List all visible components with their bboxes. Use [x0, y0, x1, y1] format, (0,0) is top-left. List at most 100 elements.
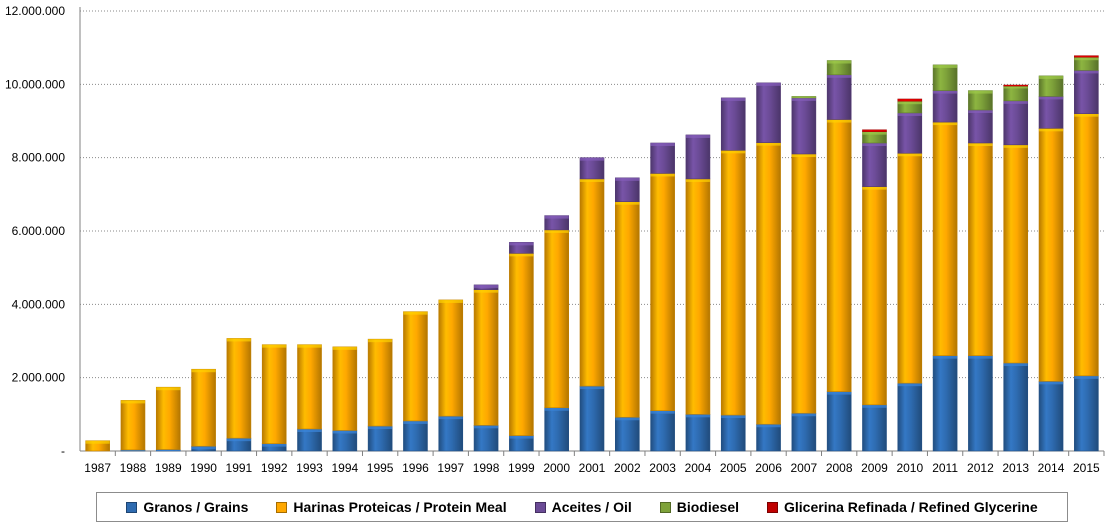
bar-highlight-2009	[862, 143, 887, 146]
bar-highlight-2011	[933, 64, 958, 68]
bar-granos-grains-1996	[403, 420, 428, 452]
bar-highlight-2003	[650, 410, 675, 414]
x-tick-label: 2015	[1073, 461, 1100, 475]
legend-swatch	[126, 501, 138, 513]
bar-highlight-2001	[579, 157, 605, 161]
bar-highlight-1990	[191, 446, 216, 450]
bar-highlight-1988	[120, 449, 145, 451]
legend: Granos / Grains Harinas Proteicas / Prote…	[96, 492, 1068, 522]
bar-highlight-2005	[721, 415, 746, 419]
bar-highlight-2009	[862, 131, 887, 135]
bar-biodiesel-2011	[932, 64, 958, 91]
bar-highlight-2014	[1039, 381, 1064, 385]
legend-item-harinas-proteicas-protein-meal: Harinas Proteicas / Protein Meal	[276, 499, 507, 515]
bar-highlight-2007	[791, 97, 816, 101]
legend-swatch	[767, 501, 778, 513]
bar-highlight-2001	[579, 386, 605, 390]
bar-granos-grains-2006	[756, 423, 781, 452]
bar-highlight-1993	[297, 429, 322, 432]
bar-highlight-1997	[438, 299, 463, 303]
bar-highlight-2013	[1003, 85, 1028, 87]
bar-harinas-proteicas-protein-meal-1990	[191, 368, 216, 447]
bar-highlight-2009	[862, 404, 887, 408]
bar-harinas-proteicas-protein-meal-2006	[756, 142, 781, 425]
legend-swatch	[659, 501, 671, 513]
bar-highlight-2000	[544, 215, 569, 219]
x-tick-label: 2013	[1002, 461, 1029, 475]
bar-granos-grains-2002	[615, 416, 640, 452]
bar-highlight-2009	[862, 129, 887, 132]
bar-harinas-proteicas-protein-meal-2015	[1074, 113, 1099, 377]
bar-granos-grains-2015	[1074, 375, 1099, 452]
bar-harinas-proteicas-protein-meal-1999	[509, 253, 534, 436]
bar-granos-grains-2004	[685, 414, 711, 452]
bar-highlight-2015	[1074, 70, 1099, 74]
bar-granos-grains-2009	[862, 404, 887, 452]
bar-highlight-1999	[509, 253, 534, 257]
bar-highlight-2011	[933, 90, 958, 94]
bar-harinas-proteicas-protein-meal-1992	[261, 344, 287, 444]
bar-highlight-1989	[156, 387, 181, 391]
bar-aceites-oil-2003	[650, 142, 675, 174]
bar-highlight-1997	[438, 416, 463, 420]
bar-highlight-2008	[827, 119, 852, 123]
bar-aceites-oil-2004	[685, 134, 711, 180]
bar-highlight-1994	[332, 430, 357, 434]
bar-highlight-2010	[897, 153, 922, 157]
x-tick-label: 1994	[331, 461, 358, 475]
x-tick-label: 2008	[826, 461, 853, 475]
legend-label: Biodiesel	[676, 499, 739, 515]
bar-highlight-2001	[579, 178, 605, 182]
bar-highlight-1999	[509, 435, 534, 439]
bar-granos-grains-2000	[544, 407, 569, 452]
bar-highlight-2010	[897, 101, 922, 105]
bar-aceites-oil-2013	[1003, 100, 1029, 146]
bar-granos-grains-2008	[826, 391, 852, 452]
bar-granos-grains-2003	[650, 410, 675, 452]
bar-highlight-2008	[827, 74, 852, 78]
bar-highlight-1999	[509, 242, 534, 246]
bar-aceites-oil-2011	[932, 90, 958, 123]
bar-highlight-2006	[756, 424, 781, 428]
bar-highlight-2003	[650, 143, 675, 146]
bar-highlight-2008	[827, 60, 852, 64]
bar-highlight-1991	[226, 438, 251, 442]
bar-harinas-proteicas-protein-meal-2010	[897, 152, 923, 384]
bar-highlight-2013	[1003, 85, 1028, 89]
bar-granos-grains-2014	[1038, 381, 1064, 452]
bar-highlight-1998	[474, 425, 499, 429]
bar-highlight-1998	[474, 289, 499, 293]
bar-highlight-2002	[615, 417, 640, 421]
bar-harinas-proteicas-protein-meal-1994	[332, 346, 358, 431]
bar-highlight-1992	[262, 344, 287, 348]
bar-highlight-1987	[85, 440, 110, 444]
bar-highlight-2011	[933, 122, 958, 126]
bar-granos-grains-2005	[720, 414, 746, 452]
x-tick-label: 2001	[579, 461, 606, 475]
y-tick-label: -	[61, 444, 65, 458]
bar-highlight-1996	[403, 311, 428, 315]
bar-harinas-proteicas-protein-meal-1997	[438, 299, 464, 417]
bar-harinas-proteicas-protein-meal-2002	[615, 201, 640, 418]
bar-harinas-proteicas-protein-meal-2009	[862, 186, 887, 406]
x-tick-label: 2007	[791, 461, 818, 475]
bar-granos-grains-2013	[1003, 362, 1029, 452]
x-tick-label: 2009	[861, 461, 888, 475]
bar-harinas-proteicas-protein-meal-2011	[932, 121, 958, 356]
legend-item-granos-grains: Granos / Grains	[126, 499, 248, 515]
bar-harinas-proteicas-protein-meal-2008	[826, 119, 852, 392]
x-tick-label: 2003	[649, 461, 676, 475]
bar-highlight-2004	[685, 414, 710, 418]
x-tick-label: 1993	[296, 461, 323, 475]
x-tick-label: 2011	[932, 461, 958, 475]
bar-granos-grains-2001	[579, 385, 605, 452]
bar-highlight-2006	[756, 142, 781, 146]
bar-harinas-proteicas-protein-meal-2005	[720, 150, 746, 416]
bar-harinas-proteicas-protein-meal-1993	[297, 344, 322, 430]
bar-aceites-oil-2006	[756, 82, 781, 143]
x-tick-label: 1987	[84, 461, 111, 475]
x-tick-label: 1990	[190, 461, 217, 475]
legend-swatch	[276, 501, 288, 513]
bar-harinas-proteicas-protein-meal-1991	[226, 338, 252, 439]
